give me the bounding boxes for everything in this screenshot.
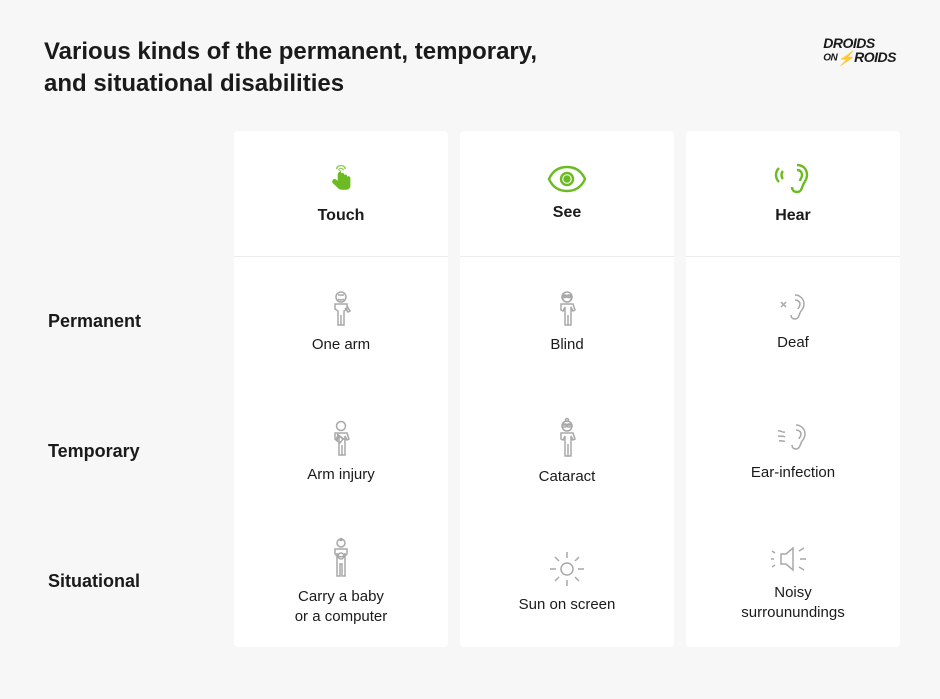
cell-hear-situational: Noisy surrounundings bbox=[686, 517, 900, 647]
person-baby-icon bbox=[324, 537, 358, 581]
ear-deaf-icon bbox=[775, 291, 811, 327]
cell-label: Sun on screen bbox=[519, 595, 616, 615]
speaker-noise-icon bbox=[771, 541, 815, 577]
cell-label: Blind bbox=[550, 335, 583, 355]
cell-touch-permanent: One arm bbox=[234, 257, 448, 387]
logo-on: ON bbox=[823, 52, 837, 63]
cell-touch-situational: Carry a baby or a computer bbox=[234, 517, 448, 647]
cell-touch-temporary: Arm injury bbox=[234, 387, 448, 517]
eye-icon bbox=[546, 164, 588, 194]
touch-icon bbox=[323, 161, 359, 197]
row-label-spacer bbox=[44, 131, 234, 257]
cell-hear-temporary: Ear-infection bbox=[686, 387, 900, 517]
column-label-touch: Touch bbox=[318, 207, 365, 225]
cell-label: Cataract bbox=[539, 467, 596, 487]
column-label-see: See bbox=[553, 204, 581, 222]
cell-label: Arm injury bbox=[307, 465, 375, 485]
bolt-icon: ⚡ bbox=[837, 51, 854, 65]
row-label-temporary: Temporary bbox=[44, 387, 234, 517]
logo-line2: ON⚡ROIDS bbox=[823, 50, 896, 64]
person-onearm-icon bbox=[324, 289, 358, 329]
row-label-situational: Situational bbox=[44, 517, 234, 647]
logo-line1: DROIDS bbox=[823, 36, 896, 50]
page-title: Various kinds of the permanent, temporar… bbox=[44, 36, 584, 101]
cell-hear-permanent: Deaf bbox=[686, 257, 900, 387]
cell-label: One arm bbox=[312, 335, 370, 355]
header-row: Various kinds of the permanent, temporar… bbox=[44, 36, 896, 101]
cell-see-temporary: Cataract bbox=[460, 387, 674, 517]
column-hear: Hear Deaf bbox=[686, 131, 900, 647]
grid: Permanent Temporary Situational Touch bbox=[44, 131, 896, 647]
columns: Touch One arm bbox=[234, 131, 900, 647]
cell-label: Deaf bbox=[777, 333, 809, 353]
person-cataract-icon bbox=[550, 417, 584, 461]
brand-logo: DROIDS ON⚡ROIDS bbox=[823, 36, 896, 64]
column-head-touch: Touch bbox=[234, 131, 448, 257]
cell-see-permanent: Blind bbox=[460, 257, 674, 387]
row-labels: Permanent Temporary Situational bbox=[44, 131, 234, 647]
column-head-see: See bbox=[460, 131, 674, 257]
logo-rest: ROIDS bbox=[854, 49, 896, 65]
infographic: Various kinds of the permanent, temporar… bbox=[0, 0, 940, 667]
column-label-hear: Hear bbox=[775, 207, 811, 225]
row-label-permanent: Permanent bbox=[44, 257, 234, 387]
column-see: See Blind bbox=[460, 131, 674, 647]
cell-label: Ear-infection bbox=[751, 463, 835, 483]
ear-infection-icon bbox=[774, 421, 812, 457]
cell-label: Noisy surrounundings bbox=[741, 583, 844, 624]
person-arminjury-icon bbox=[324, 419, 358, 459]
cell-label: Carry a baby or a computer bbox=[295, 587, 388, 628]
column-touch: Touch One arm bbox=[234, 131, 448, 647]
person-blind-icon bbox=[550, 289, 584, 329]
sun-icon bbox=[547, 549, 587, 589]
ear-waves-icon bbox=[773, 161, 813, 197]
cell-see-situational: Sun on screen bbox=[460, 517, 674, 647]
column-head-hear: Hear bbox=[686, 131, 900, 257]
